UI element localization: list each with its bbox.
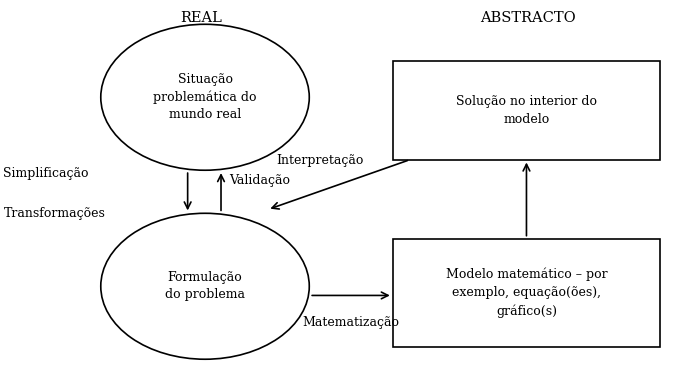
Text: Validação: Validação — [229, 174, 291, 187]
Text: Modelo matemático – por
exemplo, equação(ões),
gráfico(s): Modelo matemático – por exemplo, equação… — [445, 268, 607, 318]
Text: Situação
problemática do
mundo real: Situação problemática do mundo real — [154, 73, 256, 121]
Text: Matematização: Matematização — [302, 316, 400, 328]
Text: REAL: REAL — [181, 11, 222, 25]
Text: Transformações: Transformações — [3, 207, 106, 220]
Text: Simplificação: Simplificação — [3, 167, 89, 180]
Text: Formulação
do problema: Formulação do problema — [165, 271, 245, 301]
Text: Interpretação: Interpretação — [276, 154, 363, 167]
Text: ABSTRACTO: ABSTRACTO — [480, 11, 576, 25]
Text: Solução no interior do
modelo: Solução no interior do modelo — [456, 95, 597, 126]
